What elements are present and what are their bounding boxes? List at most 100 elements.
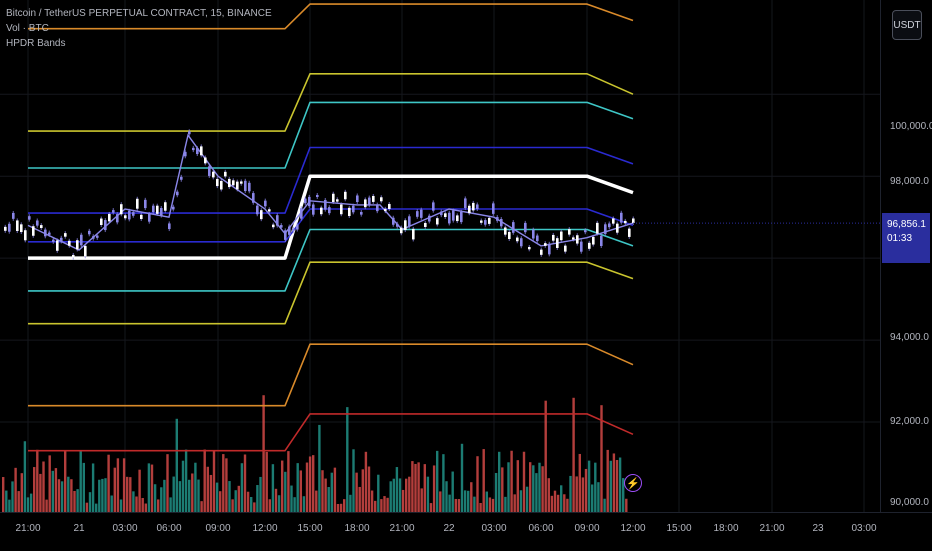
- volume-bar: [274, 488, 278, 512]
- volume-bar: [519, 490, 523, 512]
- candle: [248, 182, 251, 192]
- volume-bar: [377, 474, 380, 512]
- volume-bar: [8, 499, 11, 512]
- bar-countdown: 01:33: [887, 233, 913, 244]
- volume-bar: [383, 496, 386, 512]
- time-label: 12:00: [620, 523, 646, 534]
- candle: [444, 213, 447, 217]
- volume-bar: [150, 464, 154, 512]
- volume-bar: [268, 499, 271, 512]
- candle: [256, 205, 259, 215]
- volume-bar: [491, 498, 495, 512]
- candle: [304, 198, 307, 204]
- volume-bar: [42, 461, 45, 512]
- volume-bar: [215, 482, 219, 512]
- volume-bar: [54, 468, 58, 512]
- candle: [196, 148, 199, 155]
- lower-yellow-band-line: [28, 261, 634, 325]
- candle: [572, 237, 575, 240]
- price-label: 94,000.0: [890, 332, 929, 343]
- candle: [516, 237, 519, 242]
- legend-symbol[interactable]: Bitcoin / TetherUS PERPETUAL CONTRACT, 1…: [6, 8, 272, 19]
- candle: [608, 223, 611, 228]
- volume-bar: [293, 497, 296, 512]
- volume-bar: [119, 499, 123, 512]
- candle: [64, 233, 67, 237]
- upper-inner-band-line: [28, 146, 634, 214]
- chart-area[interactable]: [0, 0, 880, 512]
- volume-bar: [364, 451, 368, 512]
- candle: [356, 195, 359, 202]
- price-label: 98,000.0: [890, 176, 929, 187]
- time-label: 03:00: [481, 523, 507, 534]
- candle: [376, 204, 379, 212]
- candle: [628, 228, 631, 237]
- legend-indicator[interactable]: HPDR Bands: [6, 38, 66, 49]
- candle: [436, 218, 439, 225]
- volume-bar: [470, 482, 473, 512]
- lower-inner-band-line: [28, 208, 634, 243]
- volume-bar: [88, 492, 92, 512]
- candle: [360, 211, 363, 215]
- candle: [424, 222, 427, 227]
- volume-bar: [420, 488, 423, 512]
- candle: [408, 216, 411, 227]
- candle: [16, 220, 19, 231]
- volume-bar: [597, 482, 600, 512]
- legend-volume[interactable]: Vol · BTC: [6, 23, 49, 34]
- candle: [44, 229, 47, 237]
- volume-bar: [240, 463, 244, 512]
- volume-bar: [246, 491, 250, 512]
- volume-bar: [20, 473, 23, 512]
- volume-bar: [612, 453, 616, 512]
- candle: [464, 198, 467, 209]
- candle: [316, 194, 319, 198]
- candle: [456, 215, 459, 222]
- volume-bar: [26, 497, 30, 512]
- volume-bar: [203, 449, 206, 512]
- candle: [104, 220, 107, 231]
- volume-bar: [219, 491, 222, 512]
- candle: [520, 238, 523, 247]
- candle: [396, 223, 399, 227]
- time-label: 15:00: [297, 523, 323, 534]
- volume-bar: [126, 476, 129, 512]
- candle: [72, 254, 75, 258]
- volume-bar: [39, 473, 42, 512]
- candle: [548, 243, 551, 255]
- time-axis[interactable]: 21:00 21 03:00 06:00 09:00 12:00 15:00 1…: [0, 512, 932, 551]
- volume-bar: [361, 469, 364, 512]
- volume-bar: [231, 499, 234, 512]
- candle: [580, 241, 583, 252]
- volume-bar: [5, 490, 8, 512]
- volume-bar: [113, 467, 116, 512]
- candle: [348, 207, 351, 217]
- volume-bar: [206, 466, 209, 512]
- volume-bar: [135, 496, 138, 512]
- volume-bar: [622, 478, 625, 512]
- volume-bar: [172, 476, 175, 512]
- volume-bar: [67, 476, 70, 512]
- currency-button[interactable]: USDT: [892, 10, 922, 40]
- volume-bar: [516, 460, 519, 512]
- volume-bar: [327, 487, 330, 512]
- time-label: 21:00: [389, 523, 415, 534]
- candle: [144, 199, 147, 209]
- candle: [632, 218, 635, 224]
- candle: [280, 225, 283, 228]
- volume-bar: [85, 502, 89, 512]
- volume-bar: [200, 501, 203, 512]
- price-chart[interactable]: [0, 0, 880, 512]
- candle: [596, 222, 599, 234]
- candle: [68, 240, 71, 246]
- volume-bar: [315, 490, 318, 512]
- lightning-icon[interactable]: ⚡: [624, 474, 642, 492]
- candle: [616, 223, 619, 233]
- time-label: 21: [73, 523, 85, 534]
- volume-bar: [380, 499, 383, 512]
- candle: [132, 212, 135, 216]
- volume-bar: [138, 469, 141, 512]
- candle: [156, 205, 159, 214]
- volume-bar: [550, 495, 554, 512]
- volume-bar: [346, 407, 349, 512]
